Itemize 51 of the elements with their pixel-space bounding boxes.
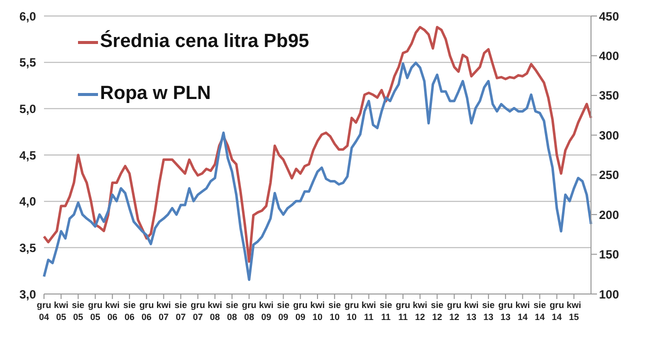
x-tick-label: sie 10: [328, 300, 341, 322]
x-tick-label: sie 12: [430, 300, 444, 322]
x-tick-label: gru 10: [344, 300, 359, 322]
x-tick-label: kwi 05: [54, 300, 68, 322]
x-tick-label: sie 05: [72, 300, 84, 322]
x-tick-label: kwi 15: [566, 300, 582, 322]
x-tick-label: gru 05: [88, 300, 103, 322]
x-tick-label: sie 11: [380, 300, 392, 322]
x-tick-label: gru 13: [498, 300, 513, 322]
y2-tick-label: 250: [599, 168, 620, 182]
y-tick-label: 5,5: [19, 56, 36, 70]
x-tick-label: kwi 07: [156, 300, 171, 322]
x-tick-label: sie 07: [174, 300, 188, 322]
x-tick-label: gru 14: [550, 300, 564, 322]
x-tick-label: kwi 13: [464, 300, 479, 322]
x-tick-label: gru 04: [36, 300, 52, 322]
x-tick-label: kwi 12: [412, 300, 428, 322]
y-tick-label: 4,5: [19, 148, 36, 162]
x-tick-label: gru 09: [293, 300, 308, 322]
x-tick-label: kwi 11: [362, 300, 376, 322]
x-tick-label: sie 08: [226, 300, 238, 322]
x-tick-label: gru 12: [447, 300, 462, 322]
line-series: [42, 26, 592, 263]
y-tick-label: 5,0: [19, 102, 36, 116]
x-tick-label: kwi 09: [258, 300, 274, 322]
y-tick-label: 3,0: [19, 287, 36, 302]
x-tick-label: kwi 08: [208, 300, 222, 322]
x-tick-label: sie 14: [533, 300, 546, 322]
legend-label: Średnia cena litra Pb95: [100, 31, 310, 53]
x-tick-label: gru 08: [242, 300, 256, 322]
legend-label: Ropa w PLN: [100, 83, 211, 105]
y2-tick-label: 400: [599, 48, 620, 63]
x-tick-label: kwi 10: [310, 300, 325, 322]
y-tick-label: 6,0: [19, 9, 36, 24]
y-tick-label: 4,0: [19, 194, 36, 209]
x-tick-label: sie 09: [277, 300, 290, 322]
x-tick-label: gru 07: [190, 300, 206, 322]
x-tick-label: gru 06: [139, 300, 154, 322]
y2-tick-label: 350: [599, 88, 620, 103]
y2-tick-label: 300: [599, 128, 620, 142]
x-tick-label: kwi 14: [515, 300, 530, 322]
line-series: [42, 62, 592, 281]
y2-tick-label: 100: [599, 287, 620, 302]
y2-tick-label: 450: [599, 9, 620, 24]
x-tick-label: gru 11: [396, 300, 410, 322]
x-tick-label: sie 06: [123, 300, 136, 322]
y-tick-label: 3,5: [19, 240, 36, 255]
x-tick-label: sie 13: [482, 300, 495, 322]
y2-tick-label: 200: [599, 208, 620, 222]
y2-tick-label: 150: [599, 248, 620, 262]
x-tick-label: kwi 06: [105, 300, 120, 322]
